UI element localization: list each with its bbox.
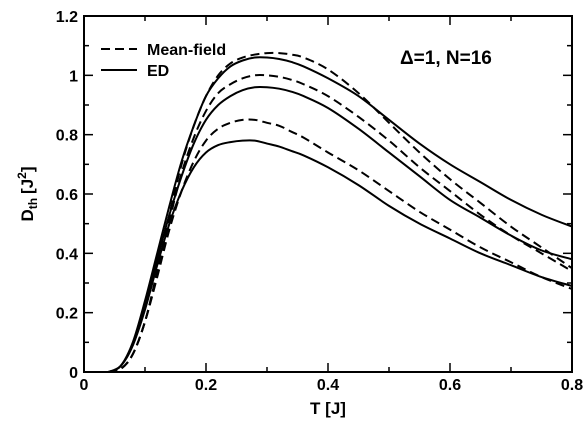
series-line-solid-3 — [107, 56, 573, 373]
y-axis-unit-close: ] — [18, 166, 37, 172]
y-axis-unit: [J — [18, 179, 37, 194]
x-tick-label: 0.8 — [561, 377, 583, 394]
y-tick-label: 0.6 — [56, 187, 78, 204]
legend-label-ed: ED — [147, 63, 169, 80]
series-line-dashed-0 — [108, 51, 573, 373]
legend-label-mean-field: Mean-field — [147, 42, 226, 59]
y-axis-symbol: D — [18, 209, 37, 221]
ticks-layer — [83, 15, 573, 373]
y-axis-subscript: th — [26, 198, 40, 209]
tick-labels: 0 0.2 0.4 0.6 0.8 0 0.2 0.4 0.6 0.8 1 1.2 — [56, 9, 583, 394]
series-layer — [107, 51, 573, 373]
y-tick-label: 0 — [69, 365, 78, 382]
x-axis-title: T [J] — [310, 399, 346, 418]
y-tick-label: 1.2 — [56, 9, 78, 26]
y-tick-label: 1 — [69, 68, 78, 85]
legend: Mean-field ED — [101, 42, 226, 80]
annotation-text: Δ=1, N=16 — [400, 48, 492, 69]
x-tick-label: 0.2 — [195, 377, 217, 394]
series-line-solid-4 — [107, 85, 573, 373]
series-line-dashed-2 — [108, 118, 573, 373]
x-tick-label: 0.4 — [317, 377, 339, 394]
y-tick-label: 0.8 — [56, 128, 78, 145]
x-tick-label: 0.6 — [439, 377, 461, 394]
y-tick-label: 0.2 — [56, 306, 78, 323]
y-axis-unit-superscript: 2 — [15, 172, 29, 179]
series-line-dashed-1 — [108, 74, 573, 373]
series-line-solid-5 — [107, 139, 573, 373]
x-tick-label: 0 — [80, 377, 89, 394]
y-axis-title: Dth [J2] — [15, 166, 40, 221]
y-tick-label: 0.4 — [56, 246, 78, 263]
